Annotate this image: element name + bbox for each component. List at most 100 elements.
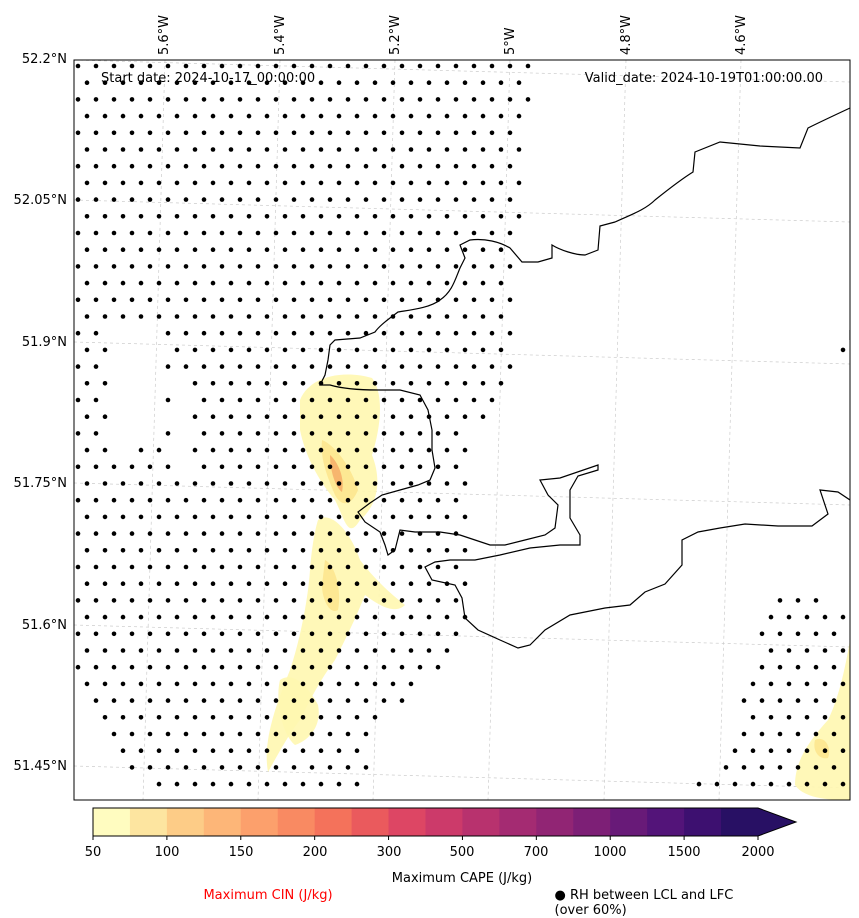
rh-dot bbox=[462, 113, 468, 119]
rh-dot bbox=[381, 364, 387, 369]
rh-dot bbox=[93, 598, 99, 603]
rh-dot bbox=[444, 648, 450, 653]
rh-dot bbox=[426, 648, 432, 653]
rh-legend-title: ● RH between LCL and LFC (over 60%) bbox=[554, 888, 734, 918]
rh-dot bbox=[111, 531, 117, 536]
rh-dot bbox=[84, 581, 90, 586]
rh-dot bbox=[453, 497, 459, 503]
rh-dot bbox=[435, 564, 441, 570]
rh-dot bbox=[318, 614, 324, 620]
rh-dot bbox=[174, 214, 180, 219]
rh-dot bbox=[228, 514, 234, 520]
rh-dot bbox=[273, 431, 279, 436]
colorbar-segment bbox=[166, 808, 205, 836]
rh-dot bbox=[795, 664, 801, 670]
rh-dot bbox=[408, 381, 414, 386]
rh-dot bbox=[804, 648, 810, 653]
rh-dot bbox=[480, 80, 486, 85]
rh-dot bbox=[336, 581, 342, 586]
rh-dot bbox=[480, 280, 486, 286]
rh-dot bbox=[84, 381, 90, 386]
rh-dot bbox=[174, 715, 180, 720]
rh-dot bbox=[318, 247, 324, 252]
cape-area bbox=[795, 640, 850, 800]
rh-dot bbox=[471, 264, 477, 269]
rh-dot bbox=[291, 197, 297, 202]
rh-dot bbox=[111, 230, 117, 236]
lon-gridline bbox=[142, 60, 166, 800]
rh-dot bbox=[75, 598, 81, 603]
rh-dot bbox=[102, 381, 108, 386]
rh-dot bbox=[120, 681, 126, 687]
rh-dot bbox=[714, 781, 720, 787]
lon-label-4-6: 4.6°W bbox=[734, 14, 749, 55]
rh-dot bbox=[183, 497, 189, 503]
rh-dot bbox=[210, 314, 216, 319]
rh-dot bbox=[192, 514, 198, 520]
rh-dot bbox=[273, 397, 279, 403]
rh-dot bbox=[813, 731, 819, 737]
rh-dot bbox=[309, 97, 315, 102]
map-gridlines bbox=[74, 60, 850, 800]
rh-dot bbox=[327, 631, 333, 637]
rh-dot bbox=[174, 748, 180, 753]
rh-dot bbox=[273, 364, 279, 369]
rh-dot bbox=[489, 97, 495, 102]
rh-dot bbox=[156, 614, 162, 620]
rh-dot bbox=[237, 664, 243, 670]
rh-dot bbox=[840, 781, 846, 787]
rh-dot bbox=[237, 130, 243, 136]
rh-dot bbox=[435, 431, 441, 436]
rh-dot bbox=[201, 397, 207, 403]
rh-dot bbox=[813, 765, 819, 770]
rh-dot bbox=[381, 330, 387, 336]
rh-dot bbox=[399, 397, 405, 403]
rh-dot bbox=[156, 447, 162, 453]
rh-dot bbox=[165, 464, 171, 470]
rh-dot bbox=[264, 781, 270, 787]
rh-dot bbox=[264, 247, 270, 252]
rh-dot bbox=[327, 464, 333, 470]
rh-dot bbox=[273, 297, 279, 303]
rh-dot bbox=[111, 664, 117, 670]
rh-dot bbox=[381, 631, 387, 637]
rh-dot bbox=[183, 598, 189, 603]
rh-dot bbox=[174, 614, 180, 620]
rh-dot bbox=[75, 63, 81, 69]
rh-dot bbox=[345, 531, 351, 536]
rh-dot bbox=[273, 698, 279, 703]
rh-dot bbox=[237, 765, 243, 770]
rh-dot bbox=[507, 63, 513, 69]
rh-dot bbox=[246, 648, 252, 653]
rh-dot bbox=[768, 648, 774, 653]
rh-dot bbox=[228, 214, 234, 219]
rh-dot bbox=[327, 297, 333, 303]
rh-dot bbox=[255, 598, 261, 603]
rh-dot bbox=[165, 264, 171, 269]
colorbar-segment bbox=[499, 808, 537, 836]
rh-dot bbox=[291, 497, 297, 503]
rh-dot bbox=[480, 180, 486, 186]
rh-dot bbox=[372, 113, 378, 119]
lon-gridline bbox=[718, 60, 742, 800]
rh-dot bbox=[399, 197, 405, 202]
rh-dot bbox=[489, 197, 495, 202]
rh-dot bbox=[462, 314, 468, 319]
rh-dot bbox=[453, 230, 459, 236]
rh-dot bbox=[786, 715, 792, 720]
rh-dot bbox=[246, 614, 252, 620]
rh-dot bbox=[219, 297, 225, 303]
rh-dot bbox=[372, 247, 378, 252]
rh-dot bbox=[480, 147, 486, 152]
rh-dot bbox=[300, 314, 306, 319]
rh-dot bbox=[282, 748, 288, 753]
rh-dot bbox=[777, 664, 783, 670]
rh-dot bbox=[363, 564, 369, 570]
rh-dot bbox=[237, 397, 243, 403]
rh-dot bbox=[390, 180, 396, 186]
rh-dot bbox=[201, 698, 207, 703]
colorbar-segment bbox=[314, 808, 353, 836]
rh-dot bbox=[390, 381, 396, 386]
rh-dot bbox=[291, 765, 297, 770]
rh-dot bbox=[228, 180, 234, 186]
